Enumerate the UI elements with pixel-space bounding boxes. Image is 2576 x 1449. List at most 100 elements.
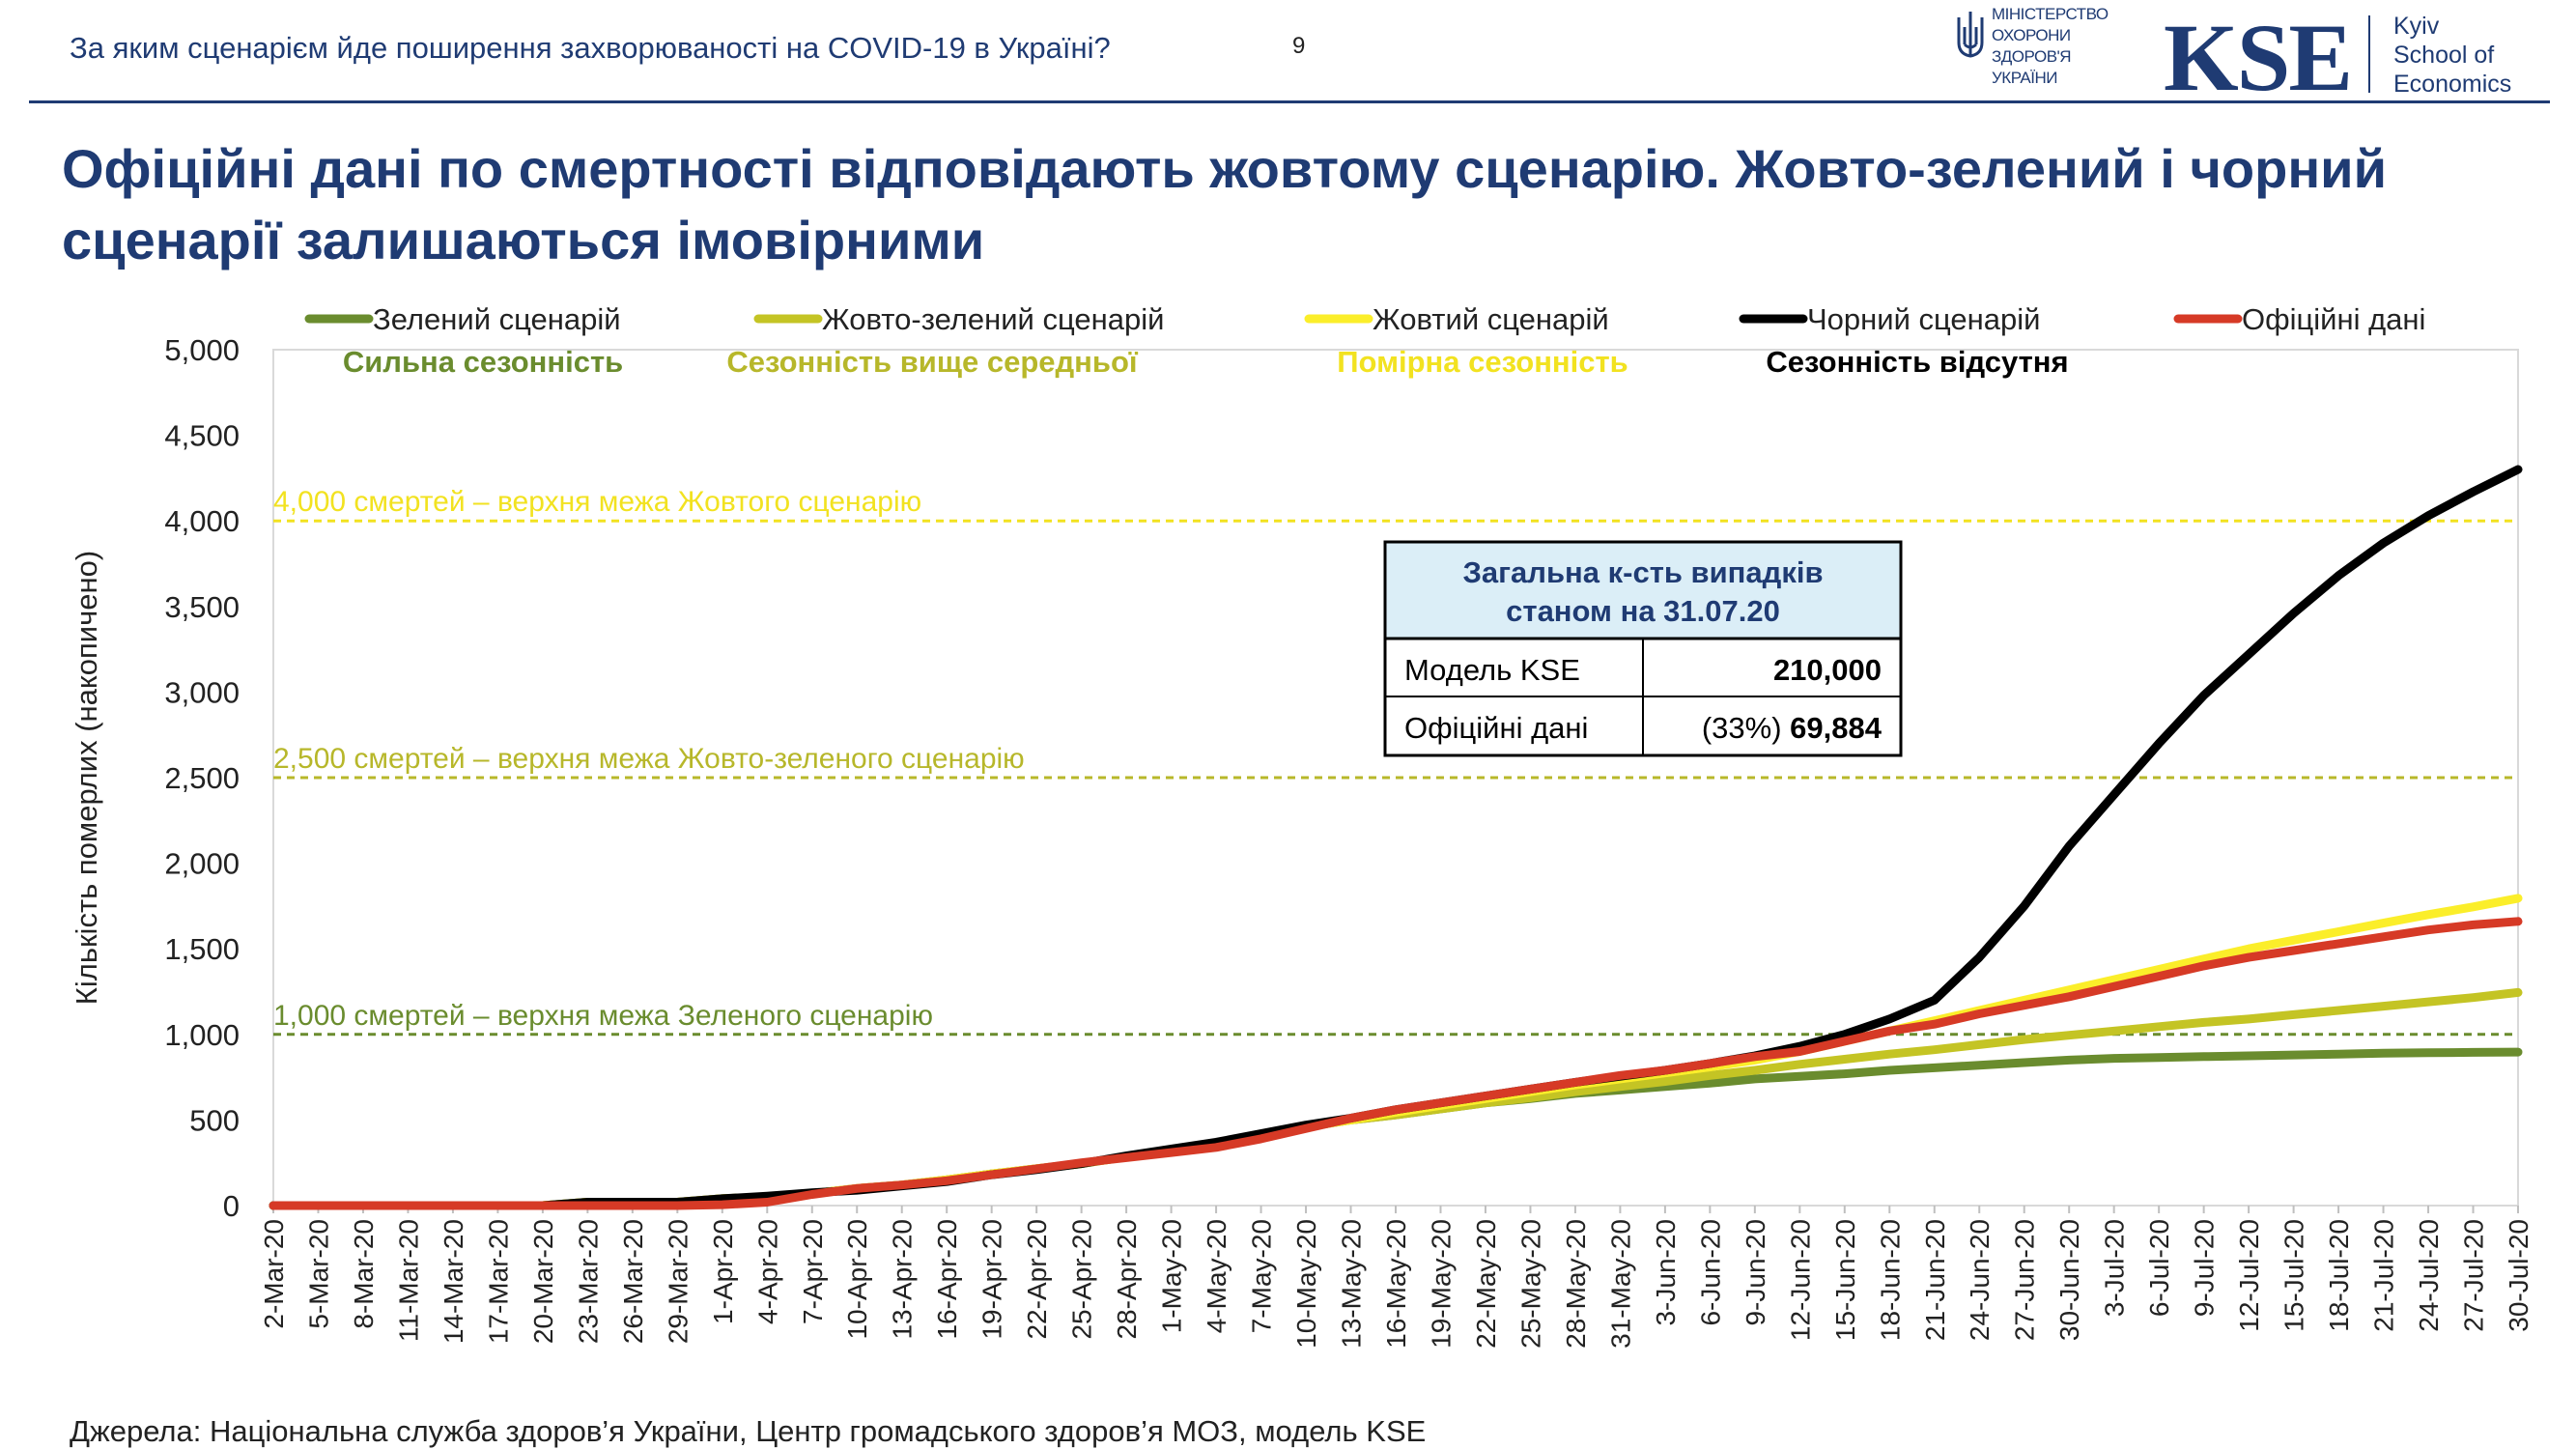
x-tick-label: 16-May-20	[1381, 1219, 1411, 1349]
x-tick-label: 21-Jun-20	[1920, 1219, 1950, 1341]
legend-label: Чорний сценарій	[1807, 302, 2040, 336]
x-tick-label: 26-Mar-20	[618, 1219, 648, 1344]
x-tick-label: 15-Jul-20	[2279, 1219, 2309, 1332]
x-tick-label: 12-Jul-20	[2234, 1219, 2264, 1332]
x-tick-label: 16-Apr-20	[932, 1219, 962, 1340]
y-tick-label: 1,500	[164, 932, 240, 966]
kse-subtitle-line: School of	[2393, 42, 2495, 69]
reference-lines: 4,000 смертей – верхня межа Жовтого сцен…	[273, 486, 2518, 1037]
ministry-line: УКРАЇНИ	[1992, 69, 2057, 87]
x-tick-label: 29-Mar-20	[663, 1219, 693, 1344]
series-lines	[269, 465, 2523, 1210]
kse-subtitle-line: Economics	[2393, 71, 2512, 98]
x-tick-label: 13-Apr-20	[888, 1219, 918, 1340]
y-tick-label: 3,000	[164, 675, 240, 709]
x-tick-label: 24-Jul-20	[2414, 1219, 2444, 1332]
x-tick-label: 4-Apr-20	[752, 1219, 782, 1324]
x-tick-label: 12-Jun-20	[1785, 1219, 1815, 1341]
x-tick-label: 20-Mar-20	[528, 1219, 558, 1344]
x-tick-label: 11-Mar-20	[393, 1219, 423, 1342]
x-tick-label: 14-Mar-20	[439, 1219, 468, 1344]
x-tick-label: 4-May-20	[1202, 1219, 1231, 1333]
table-row-value: 210,000	[1773, 653, 1882, 687]
y-tick-label: 2,000	[164, 847, 240, 881]
x-tick-label: 24-Jun-20	[1965, 1219, 1995, 1341]
x-tick-label: 6-Jun-20	[1695, 1219, 1725, 1326]
slide-header-question: За яким сценарієм йде поширення захворюв…	[70, 31, 1111, 65]
ministry-line: МІНІСТЕРСТВО	[1992, 5, 2109, 23]
x-tick-label: 3-Jul-20	[2100, 1219, 2130, 1317]
series-line	[269, 917, 2523, 1210]
ministry-text: МІНІСТЕРСТВО ОХОРОНИ ЗДОРОВ'Я УКРАЇНИ	[1992, 4, 2109, 89]
y-tick-label: 4,000	[164, 504, 240, 538]
x-tick-label: 1-Apr-20	[708, 1219, 738, 1324]
x-tick-label: 27-Jun-20	[2010, 1219, 2040, 1341]
x-tick-label: 5-Mar-20	[303, 1219, 333, 1329]
x-axis: 2-Mar-20 5-Mar-20 8-Mar-20 11-Mar-20 14-Mar-…	[259, 1206, 2534, 1349]
x-tick-label: 10-May-20	[1291, 1219, 1321, 1349]
slide-title: Офіційні дані по смертності відповідають…	[62, 138, 2387, 270]
y-tick-label: 0	[223, 1189, 240, 1223]
table-row-pct: (33%)	[1702, 711, 1790, 745]
x-tick-label: 28-May-20	[1561, 1219, 1591, 1349]
x-tick-label: 8-Mar-20	[349, 1219, 379, 1329]
x-tick-label: 19-Apr-20	[977, 1219, 1007, 1340]
x-tick-label: 23-Mar-20	[573, 1219, 603, 1344]
page-number: 9	[1292, 33, 1306, 59]
x-tick-label: 7-Apr-20	[798, 1219, 828, 1324]
y-tick-label: 2,500	[164, 761, 240, 795]
y-tick-label: 3,500	[164, 590, 240, 624]
sources-footer: Джерела: Національна служба здоров’я Укр…	[70, 1414, 1427, 1448]
x-tick-label: 7-May-20	[1247, 1219, 1277, 1333]
y-axis: 0 500 1,000 1,500 2,000 2,500 3,000 3,500 4,000 4…	[164, 333, 240, 1223]
kse-logo: KSE	[2164, 4, 2353, 111]
x-tick-label: 30-Jun-20	[2054, 1219, 2084, 1341]
x-tick-label: 17-Mar-20	[483, 1219, 513, 1344]
legend-subtitle: Помірна сезонність	[1337, 345, 1628, 379]
table-header-line-1: Загальна к-сть випадків	[1462, 555, 1823, 589]
table-row-label: Модель KSE	[1404, 653, 1580, 687]
legend-subtitle: Сезонність відсутня	[1766, 345, 2068, 379]
x-tick-label: 18-Jul-20	[2324, 1219, 2354, 1332]
kse-subtitle-line: Kyiv	[2393, 13, 2440, 40]
table-row-value: (33%) 69,884	[1702, 711, 1882, 745]
x-tick-label: 6-Jul-20	[2144, 1219, 2174, 1317]
x-tick-label: 2-Mar-20	[259, 1219, 289, 1329]
x-tick-label: 9-Jun-20	[1741, 1219, 1770, 1326]
x-tick-label: 31-May-20	[1605, 1219, 1635, 1349]
reference-line-label: 1,000 смертей – верхня межа Зеленого сце…	[273, 1000, 933, 1032]
legend: Зелений сценарій Сильна сезонність Жовто-з…	[304, 302, 2425, 379]
header-divider	[29, 100, 2550, 103]
ministry-line: ЗДОРОВ'Я	[1992, 47, 2072, 66]
x-tick-label: 30-Jul-20	[2504, 1219, 2534, 1332]
y-tick-label: 4,500	[164, 419, 240, 453]
x-tick-label: 19-May-20	[1426, 1219, 1456, 1349]
table-row-label: Офіційні дані	[1404, 711, 1588, 745]
x-tick-label: 28-Apr-20	[1112, 1219, 1142, 1340]
reference-line-label: 4,000 смертей – верхня межа Жовтого сцен…	[273, 486, 921, 518]
x-tick-label: 18-Jun-20	[1875, 1219, 1905, 1341]
x-tick-label: 27-Jul-20	[2459, 1219, 2489, 1332]
y-tick-label: 500	[189, 1103, 240, 1137]
legend-label: Офіційні дані	[2242, 302, 2425, 336]
y-axis-label: Кількість померлих (накопичено)	[70, 551, 103, 1005]
legend-subtitle: Сезонність вище середньої	[726, 345, 1139, 379]
y-tick-label: 5,000	[164, 333, 240, 367]
deaths-chart: 4,000 смертей – верхня межа Жовтого сцен…	[70, 302, 2534, 1349]
x-tick-label: 10-Apr-20	[842, 1219, 872, 1340]
x-tick-label: 1-May-20	[1157, 1219, 1187, 1333]
reference-line-label: 2,500 смертей – верхня межа Жовто-зелено…	[273, 743, 1025, 775]
kse-subtitle: Kyiv School of Economics	[2393, 12, 2511, 99]
summary-table: Загальна к-сть випадків станом на 31.07.…	[1383, 540, 1903, 757]
table-header-bg	[1383, 540, 1903, 640]
x-tick-label: 22-May-20	[1471, 1219, 1501, 1349]
x-tick-label: 25-Apr-20	[1067, 1219, 1097, 1340]
y-tick-label: 1,000	[164, 1018, 240, 1052]
x-tick-label: 9-Jul-20	[2190, 1219, 2220, 1317]
legend-label: Жовтий сценарій	[1373, 302, 1609, 336]
legend-subtitle: Сильна сезонність	[343, 345, 623, 379]
legend-label: Зелений сценарій	[373, 302, 621, 336]
x-tick-label: 3-Jun-20	[1651, 1219, 1681, 1326]
table-row-value-bold: 69,884	[1790, 711, 1882, 745]
x-tick-label: 13-May-20	[1337, 1219, 1367, 1349]
